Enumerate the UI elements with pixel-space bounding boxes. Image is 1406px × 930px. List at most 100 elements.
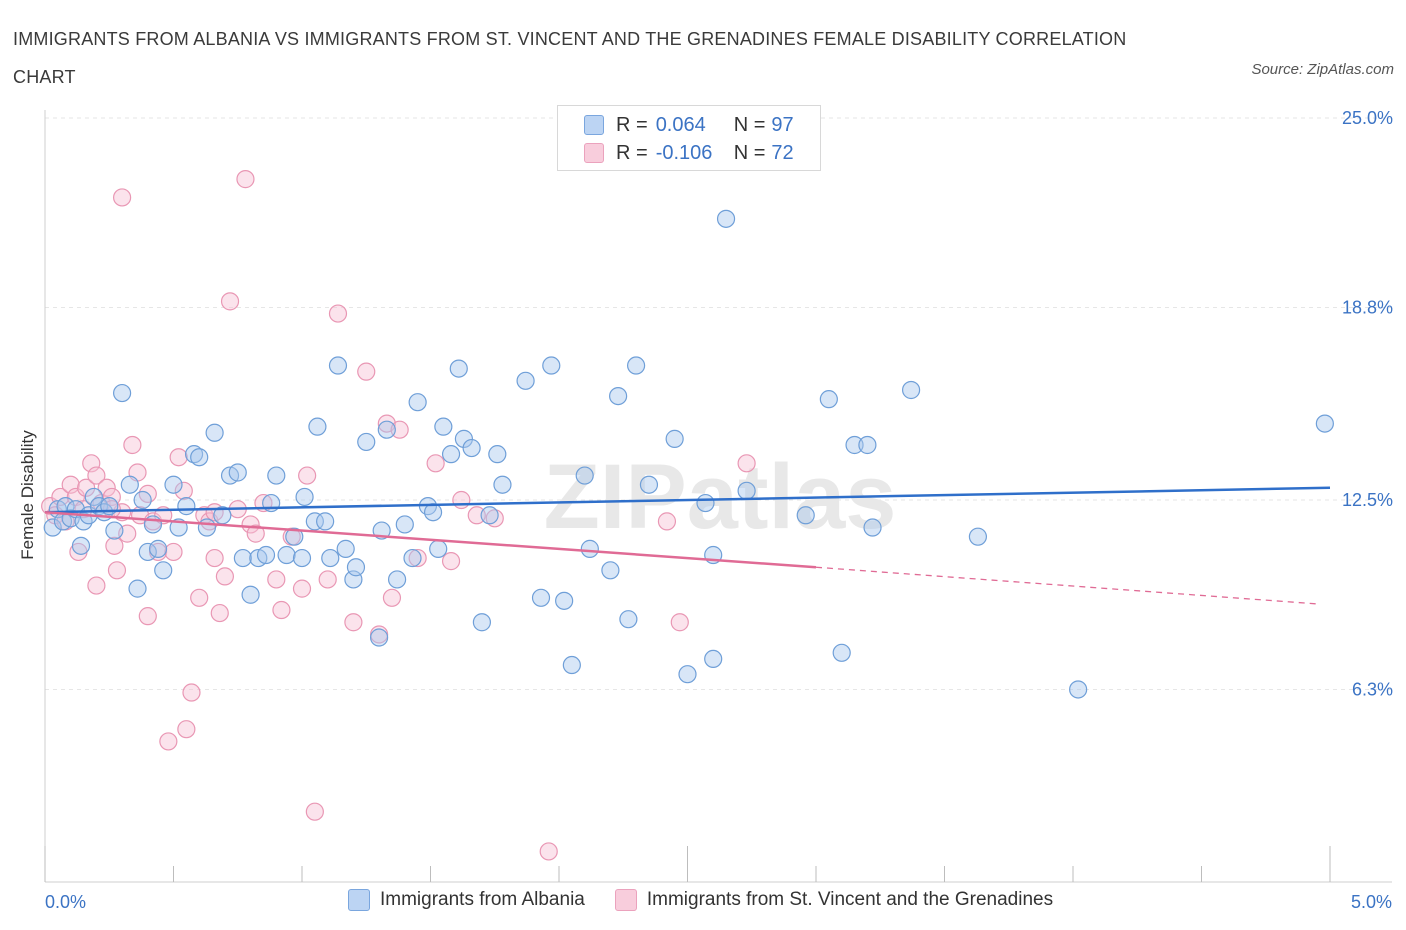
data-point — [241, 515, 260, 534]
legend-swatch-st-vincent — [614, 889, 637, 911]
trend-line-albania — [44, 486, 1331, 514]
data-point — [228, 463, 247, 482]
data-point — [120, 475, 139, 494]
data-point — [346, 558, 366, 577]
data-point — [485, 509, 504, 528]
data-point — [205, 423, 224, 442]
data-point — [387, 570, 407, 589]
data-point — [295, 487, 314, 507]
points-albania — [43, 209, 1334, 699]
data-point — [233, 548, 252, 568]
trend-line-st-vincent — [44, 510, 817, 569]
data-point — [472, 613, 491, 632]
data-point — [395, 515, 414, 534]
data-point — [344, 613, 363, 632]
data-point — [305, 802, 324, 821]
data-point — [256, 545, 276, 565]
trend-lines — [44, 486, 1331, 605]
data-point — [737, 481, 756, 500]
x-ticks — [44, 846, 1331, 882]
data-point — [377, 420, 396, 439]
legend-r-label: R = — [616, 113, 648, 136]
data-point — [575, 466, 594, 485]
data-point — [670, 613, 689, 632]
data-point — [182, 683, 201, 702]
data-point — [336, 539, 355, 558]
data-point — [133, 490, 152, 510]
legend-r-value: -0.106 — [655, 141, 713, 164]
data-point — [408, 393, 427, 412]
data-point — [434, 417, 453, 436]
data-point — [184, 445, 204, 464]
data-point — [429, 539, 448, 558]
data-point — [308, 417, 327, 436]
data-point — [441, 552, 461, 571]
data-point — [169, 448, 188, 467]
legend-r-label: R = — [616, 141, 648, 164]
source-label: Source: ZipAtlas.com — [1251, 61, 1394, 78]
y-tick-label: 6.3% — [1352, 679, 1393, 699]
data-point — [210, 603, 229, 623]
y-tick-label: 25.0% — [1342, 108, 1393, 128]
data-point — [737, 454, 756, 473]
data-point — [403, 548, 422, 568]
legend-label-albania: Immigrants from Albania — [380, 889, 585, 910]
data-point — [639, 475, 659, 494]
data-point — [84, 487, 103, 507]
data-point — [97, 478, 116, 497]
data-point — [43, 518, 62, 537]
data-point — [220, 292, 240, 311]
x-tick-label-min: 0.0% — [45, 892, 86, 912]
legend-row-albania: R = 0.064 N = 97 — [584, 113, 794, 137]
data-point — [370, 628, 389, 647]
data-point — [580, 539, 599, 558]
gridlines — [45, 117, 1392, 690]
data-point — [321, 548, 340, 568]
legend-n-value: 97 — [771, 113, 794, 136]
data-point — [77, 478, 96, 497]
data-point — [316, 512, 335, 531]
data-point — [462, 438, 481, 458]
data-point — [164, 475, 183, 494]
data-point — [272, 600, 291, 620]
y-tick-labels: 6.3% 12.5% 18.8% 25.0% — [1342, 108, 1393, 699]
x-tick-label-max: 5.0% — [1351, 892, 1392, 912]
stats-legend: R = 0.064 N = 97 R = -0.106 N = 72 — [557, 105, 821, 171]
data-point — [267, 570, 286, 589]
data-point — [467, 506, 486, 525]
legend-swatch-albania — [584, 115, 604, 135]
data-point — [704, 649, 723, 669]
data-point — [328, 356, 348, 375]
data-point — [601, 561, 620, 580]
data-point — [619, 610, 638, 629]
data-point — [128, 579, 147, 598]
data-point — [542, 356, 561, 375]
data-point — [138, 542, 157, 562]
data-point — [205, 548, 224, 568]
data-point — [449, 359, 468, 378]
data-point — [71, 536, 91, 555]
chart-title: IMMIGRANTS FROM ALBANIA VS IMMIGRANTS FR… — [13, 29, 1127, 87]
data-point — [423, 503, 443, 522]
data-point — [845, 435, 864, 455]
data-point — [190, 588, 209, 607]
legend-swatch-st-vincent — [584, 143, 604, 163]
data-point — [148, 539, 168, 558]
data-point — [516, 371, 535, 390]
data-point — [197, 518, 217, 537]
legend-n-label: N = — [733, 113, 766, 136]
data-point — [305, 512, 324, 531]
data-point — [87, 576, 106, 595]
y-tick-label: 18.8% — [1342, 297, 1393, 317]
data-point — [531, 588, 551, 607]
data-point — [408, 548, 427, 568]
y-tick-label: 12.5% — [1342, 490, 1393, 510]
data-point — [177, 497, 196, 516]
data-point — [665, 429, 684, 448]
data-point — [123, 435, 142, 455]
trend-line-st-vincent-extrapolated — [815, 566, 1318, 605]
data-point — [174, 481, 193, 500]
data-point — [298, 466, 317, 485]
data-point — [678, 665, 697, 684]
legend-item-st-vincent: Immigrants from St. Vincent and the Gren… — [614, 889, 1053, 911]
